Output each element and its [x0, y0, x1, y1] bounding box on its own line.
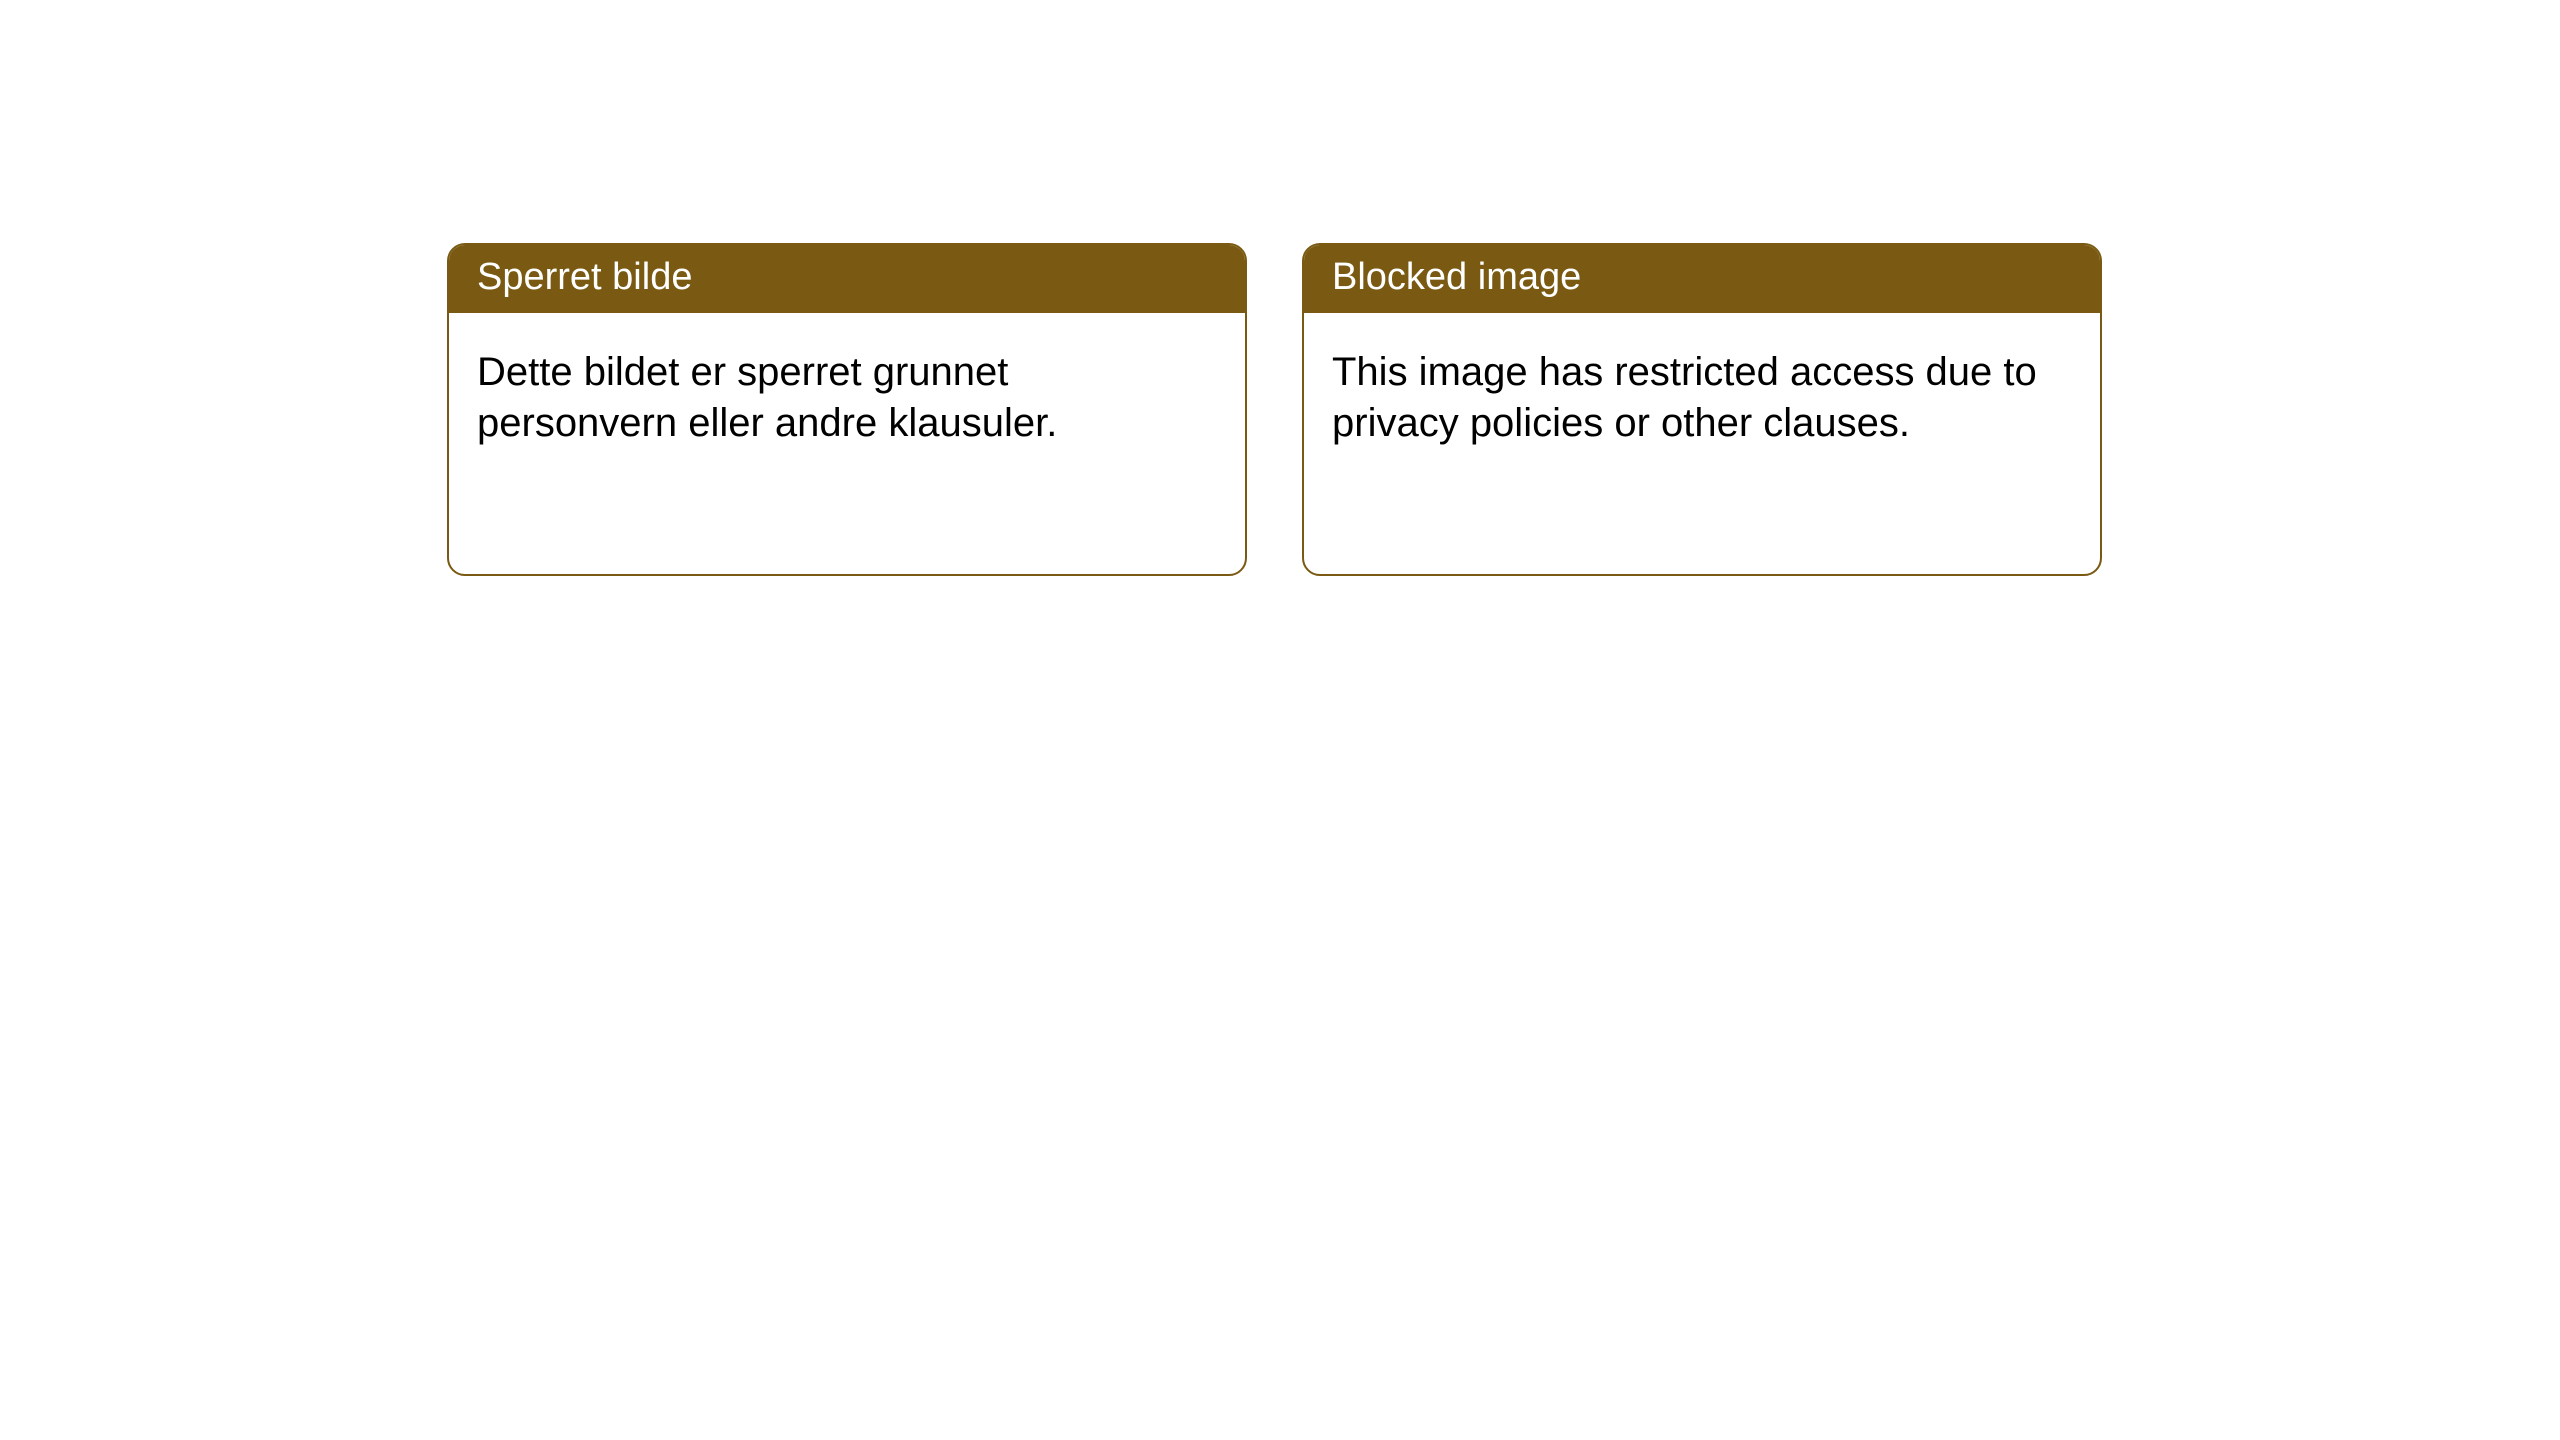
card-header-no: Sperret bilde	[449, 245, 1245, 313]
card-header-en: Blocked image	[1304, 245, 2100, 313]
card-body-en: This image has restricted access due to …	[1304, 313, 2100, 483]
blocked-image-card-en: Blocked image This image has restricted …	[1302, 243, 2102, 576]
card-body-no: Dette bildet er sperret grunnet personve…	[449, 313, 1245, 483]
blocked-image-card-no: Sperret bilde Dette bildet er sperret gr…	[447, 243, 1247, 576]
card-container: Sperret bilde Dette bildet er sperret gr…	[0, 0, 2560, 576]
